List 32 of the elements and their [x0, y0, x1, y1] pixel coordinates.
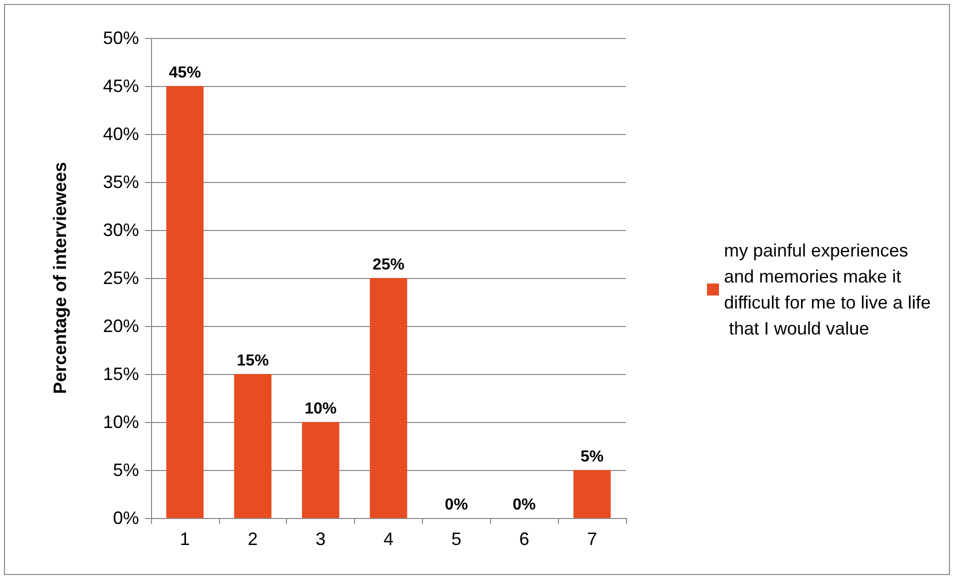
bar [234, 374, 272, 518]
x-tick-label: 3 [316, 529, 326, 549]
data-label: 15% [236, 352, 269, 370]
data-label: 5% [580, 448, 604, 466]
data-label: 45% [168, 64, 201, 82]
bar [302, 422, 340, 518]
y-tick-label: 50% [102, 28, 139, 48]
y-tick-label: 10% [102, 412, 139, 432]
y-tick-label: 20% [102, 316, 139, 336]
x-tick-label: 5 [451, 529, 462, 549]
data-label: 0% [444, 496, 468, 514]
x-tick-label: 2 [248, 529, 258, 549]
x-tick-label: 6 [519, 529, 530, 549]
x-tick-label: 4 [383, 529, 394, 549]
y-tick-label: 0% [112, 508, 139, 528]
bar [370, 278, 408, 518]
x-tick-label: 7 [587, 529, 598, 549]
y-tick-label: 40% [102, 124, 139, 144]
bar [166, 86, 204, 518]
data-label: 10% [304, 400, 337, 418]
bar [573, 470, 611, 518]
y-tick-label: 30% [102, 220, 139, 240]
y-tick-label: 5% [112, 460, 139, 480]
y-tick-label: 45% [102, 76, 139, 96]
x-tick-label: 1 [180, 529, 190, 549]
y-axis-title: Percentage of interviewees [50, 162, 70, 394]
y-tick-label: 25% [102, 268, 139, 288]
y-tick-label: 35% [102, 172, 139, 192]
legend-label: my painful experiences and memories make it difficult for me to live a life that I would value [724, 240, 931, 338]
data-label: 25% [372, 256, 405, 274]
y-tick-label: 15% [102, 364, 139, 384]
data-label: 0% [512, 496, 536, 514]
